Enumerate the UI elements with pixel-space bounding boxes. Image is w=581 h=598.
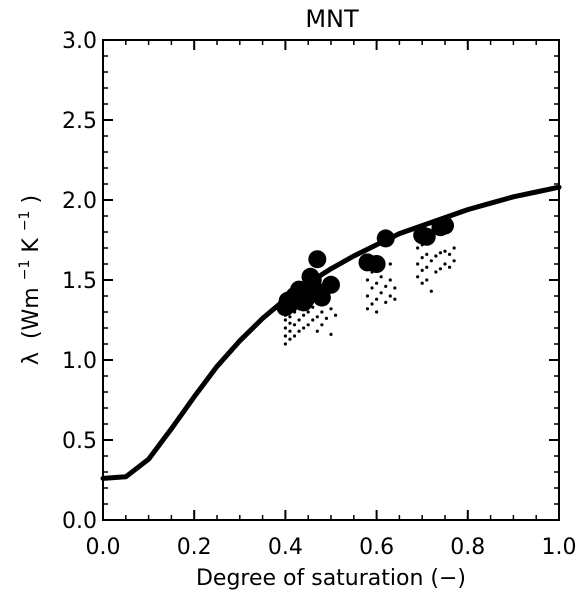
x-axis-label: Degree of saturation (−) <box>196 566 466 591</box>
small-data-point <box>288 329 292 333</box>
small-data-point <box>438 251 443 255</box>
y-axis-label-symbol: λ <box>19 352 44 365</box>
y-axis-label-open: (Wm <box>19 287 44 339</box>
x-tick-label: 0.6 <box>359 535 394 560</box>
large-data-point <box>367 255 386 273</box>
small-data-point <box>384 300 388 304</box>
small-data-point <box>288 315 292 319</box>
small-data-point <box>315 329 319 333</box>
fit-curve <box>100 184 562 481</box>
small-data-point <box>365 278 370 282</box>
small-data-point <box>315 315 319 319</box>
small-data-point <box>384 284 388 288</box>
small-data-point <box>375 281 379 285</box>
small-data-point <box>375 297 379 301</box>
small-data-point <box>447 252 452 256</box>
small-data-point <box>393 286 397 290</box>
large-data-point <box>376 229 395 248</box>
y-tick-label: 3.0 <box>62 29 97 54</box>
small-data-point <box>429 259 433 263</box>
small-data-point <box>452 259 456 263</box>
small-data-point <box>388 294 392 298</box>
y-axis-label-mid: K <box>19 238 44 253</box>
y-axis-label: λ (Wm −1 K −1 ) <box>10 195 44 365</box>
large-data-point <box>312 288 331 307</box>
small-data-point <box>388 262 392 266</box>
y-tick-label: 2.5 <box>62 109 97 134</box>
x-tick-label: 0.2 <box>177 535 212 560</box>
x-tick-label: 0.0 <box>86 535 121 560</box>
small-data-point <box>416 246 420 250</box>
plot-area: 0.0 0.5 1.0 1.5 2.0 2.5 3.0 0.0 0.2 0.4 0.6 0.8 1.0 <box>62 29 577 560</box>
small-data-point <box>443 262 447 266</box>
large-data-point <box>308 250 327 269</box>
small-data-point <box>370 302 374 306</box>
x-tick-label: 0.4 <box>268 535 303 560</box>
small-data-point <box>443 249 447 253</box>
small-data-point <box>379 291 383 295</box>
y-tick-label: 2.0 <box>62 189 97 214</box>
y-axis-label-exp1: −1 <box>17 260 33 281</box>
small-data-point <box>420 281 424 285</box>
large-points-series <box>276 216 454 317</box>
small-data-point <box>283 342 287 346</box>
small-data-point <box>416 275 420 279</box>
small-data-point <box>320 310 324 314</box>
small-data-point <box>292 334 297 338</box>
large-data-point <box>436 216 454 235</box>
small-data-point <box>283 318 287 322</box>
small-data-point <box>388 278 392 282</box>
small-data-point <box>425 278 429 282</box>
small-data-point <box>288 337 292 341</box>
small-data-point <box>297 318 301 322</box>
small-data-point <box>292 323 297 327</box>
y-tick-label: 0.0 <box>62 509 97 534</box>
y-axis-label-close: ) <box>19 195 44 204</box>
small-data-point <box>425 252 429 256</box>
chart-title: MNT <box>305 5 359 33</box>
small-data-point <box>425 265 429 269</box>
large-data-point <box>322 275 340 294</box>
y-axis-label-exp2: −1 <box>17 211 33 232</box>
small-data-point <box>306 310 310 314</box>
small-data-point <box>283 334 287 338</box>
small-data-point <box>329 307 333 311</box>
small-data-point <box>297 329 301 333</box>
small-data-point <box>429 289 433 293</box>
x-tick-label: 1.0 <box>542 535 577 560</box>
small-data-point <box>311 305 315 309</box>
small-data-point <box>324 316 329 320</box>
large-data-point <box>417 227 436 246</box>
small-data-point <box>306 323 310 327</box>
small-data-point <box>302 313 306 317</box>
small-data-point <box>288 321 292 325</box>
y-axis: 0.0 0.5 1.0 1.5 2.0 2.5 3.0 <box>62 29 559 534</box>
small-data-point <box>434 254 438 258</box>
small-data-point <box>365 294 370 298</box>
small-data-point <box>302 326 306 330</box>
small-data-point <box>320 323 324 327</box>
x-tick-label: 0.8 <box>450 535 485 560</box>
small-data-point <box>375 310 379 314</box>
x-axis: 0.0 0.2 0.4 0.6 0.8 1.0 <box>86 40 577 560</box>
y-tick-label: 1.5 <box>62 269 97 294</box>
small-data-point <box>365 307 370 311</box>
small-data-point <box>420 268 424 272</box>
small-data-point <box>447 265 452 269</box>
small-data-point <box>329 332 333 336</box>
small-data-point <box>434 270 438 274</box>
small-data-point <box>311 318 315 322</box>
small-data-point <box>438 267 443 271</box>
small-data-point <box>370 286 374 290</box>
small-data-point <box>333 313 338 317</box>
small-data-point <box>393 297 397 301</box>
small-data-point <box>420 256 424 260</box>
small-data-point <box>283 326 287 330</box>
small-data-point <box>452 246 456 250</box>
y-tick-label: 1.0 <box>62 349 97 374</box>
small-data-point <box>416 262 420 266</box>
y-tick-label: 0.5 <box>62 429 97 454</box>
small-data-point <box>379 275 383 279</box>
